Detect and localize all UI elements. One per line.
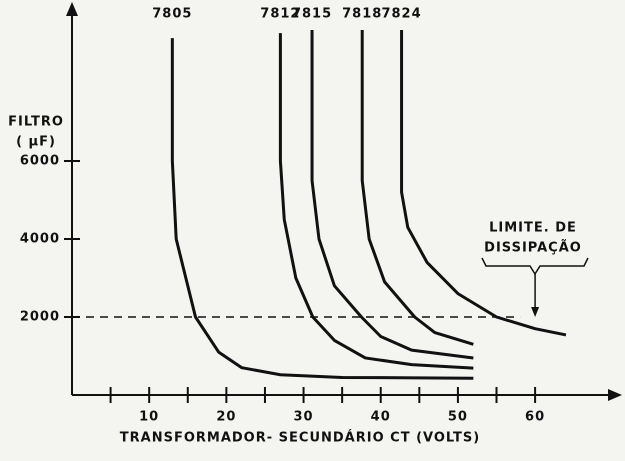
y-axis-label: FILTRO: [8, 115, 64, 130]
series-label: 7824: [381, 7, 421, 22]
annotation-arrowhead: [531, 307, 540, 317]
y-axis-arrow: [66, 2, 78, 16]
annotation-bracket: [481, 257, 589, 276]
x-axis-arrow: [608, 389, 622, 401]
series-line: [360, 29, 474, 346]
series-label: 7818: [342, 7, 382, 22]
series-line: [400, 29, 567, 337]
annotation: DISSIPAÇÃO: [484, 240, 582, 256]
series-line: [278, 33, 474, 370]
y-tick-label: 2000: [20, 310, 60, 325]
series-label: 7815: [292, 7, 332, 22]
x-axis-label: TRANSFORMADOR- SECUNDÁRIO CT (VOLTS): [120, 430, 480, 446]
x-tick-label: 10: [139, 410, 159, 425]
series-label: 7805: [152, 7, 192, 22]
x-tick-label: 40: [371, 410, 391, 425]
x-tick-label: 30: [294, 410, 314, 425]
y-tick-label: 6000: [20, 154, 60, 169]
y-axis-label: ( μF): [16, 135, 56, 150]
y-tick-label: 4000: [20, 232, 60, 247]
annotation: LIMITE. DE: [489, 221, 577, 236]
series-line: [310, 29, 474, 360]
x-tick-label: 50: [448, 410, 468, 425]
series-label: 7812: [260, 7, 300, 22]
x-tick-label: 20: [216, 410, 236, 425]
x-tick-label: 60: [525, 410, 545, 425]
series-line: [170, 38, 474, 380]
